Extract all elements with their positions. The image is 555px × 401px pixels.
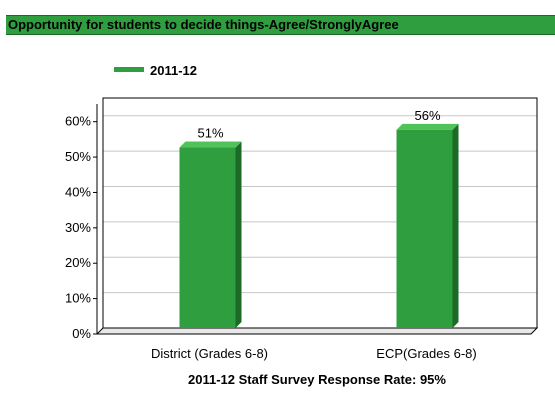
y-tick-label: 30% [65,220,91,235]
y-tick-label: 20% [65,255,91,270]
legend-label: 2011-12 [150,63,197,78]
data-label: 51% [197,126,223,141]
bar-side [235,141,242,328]
legend-swatch [114,67,144,72]
y-tick-label: 10% [65,291,91,306]
chart-title: Opportunity for students to decide thing… [6,15,555,35]
data-label: 56% [414,108,440,123]
bar [179,147,236,328]
x-axis-title: 2011-12 Staff Survey Response Rate: 95% [188,372,446,387]
bar-side [452,123,459,328]
bar-top [179,141,242,148]
bar-top [396,123,459,130]
legend: 2011-12 [114,63,197,78]
y-tick-label: 60% [65,114,91,129]
y-tick-label: 40% [65,184,91,199]
plot-frame [102,97,538,329]
y-tick-label: 50% [65,149,91,164]
bar [396,129,453,328]
plot-floor [95,327,539,335]
y-tick-label: 0% [72,326,91,341]
x-tick-label: ECP(Grades 6-8) [376,346,476,361]
x-tick-label: District (Grades 6-8) [151,346,268,361]
